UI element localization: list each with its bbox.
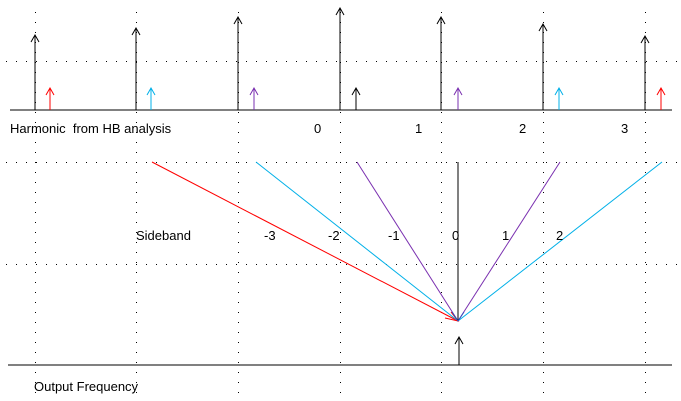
grid-dots (6, 12, 677, 393)
sideband-arrow-purple (249, 86, 259, 110)
harmonic-row-label: Harmonic from HB analysis (10, 121, 172, 136)
harmonic-number: 2 (519, 121, 526, 136)
output-row-label: Output Frequency (34, 379, 139, 394)
harmonic-arrow (538, 22, 548, 110)
sideband-number: 0 (452, 228, 459, 243)
mix-line-purple-right (457, 161, 561, 322)
mix-line-red (151, 161, 459, 322)
harmonic-arrow (30, 33, 40, 110)
sideband-number: -1 (388, 228, 400, 243)
sideband-row-label: Sideband (136, 228, 191, 243)
sideband-arrow-black (351, 86, 361, 110)
sideband-arrow-red (45, 86, 55, 110)
harmonic-arrow (233, 15, 243, 110)
harmonic-arrow (131, 26, 141, 110)
mix-line-purple-left (356, 161, 459, 322)
sideband-arrow-cyan (146, 86, 156, 110)
sideband-arrows (45, 86, 666, 110)
sideband-number: 1 (502, 228, 509, 243)
harmonic-arrows (30, 6, 650, 110)
sideband-number: 2 (556, 228, 563, 243)
harmonic-number: 1 (415, 121, 422, 136)
convergence-arrowhead-blue (451, 311, 465, 322)
sideband-arrow-cyan (554, 86, 564, 110)
mix-line-cyan-right (457, 161, 663, 322)
harmonic-arrow (335, 6, 345, 110)
sideband-arrow-purple (453, 86, 463, 110)
sideband-number: -2 (328, 228, 340, 243)
harmonic-number: 0 (314, 121, 321, 136)
sideband-arrow-red (656, 86, 666, 110)
mix-line-cyan-left (255, 161, 459, 322)
harmonic-number: 3 (621, 121, 628, 136)
harmonic-arrow (436, 15, 446, 110)
mixing-lines (151, 161, 663, 322)
output-arrow (454, 335, 464, 365)
sideband-number: -3 (264, 228, 276, 243)
harmonic-arrow (640, 34, 650, 110)
